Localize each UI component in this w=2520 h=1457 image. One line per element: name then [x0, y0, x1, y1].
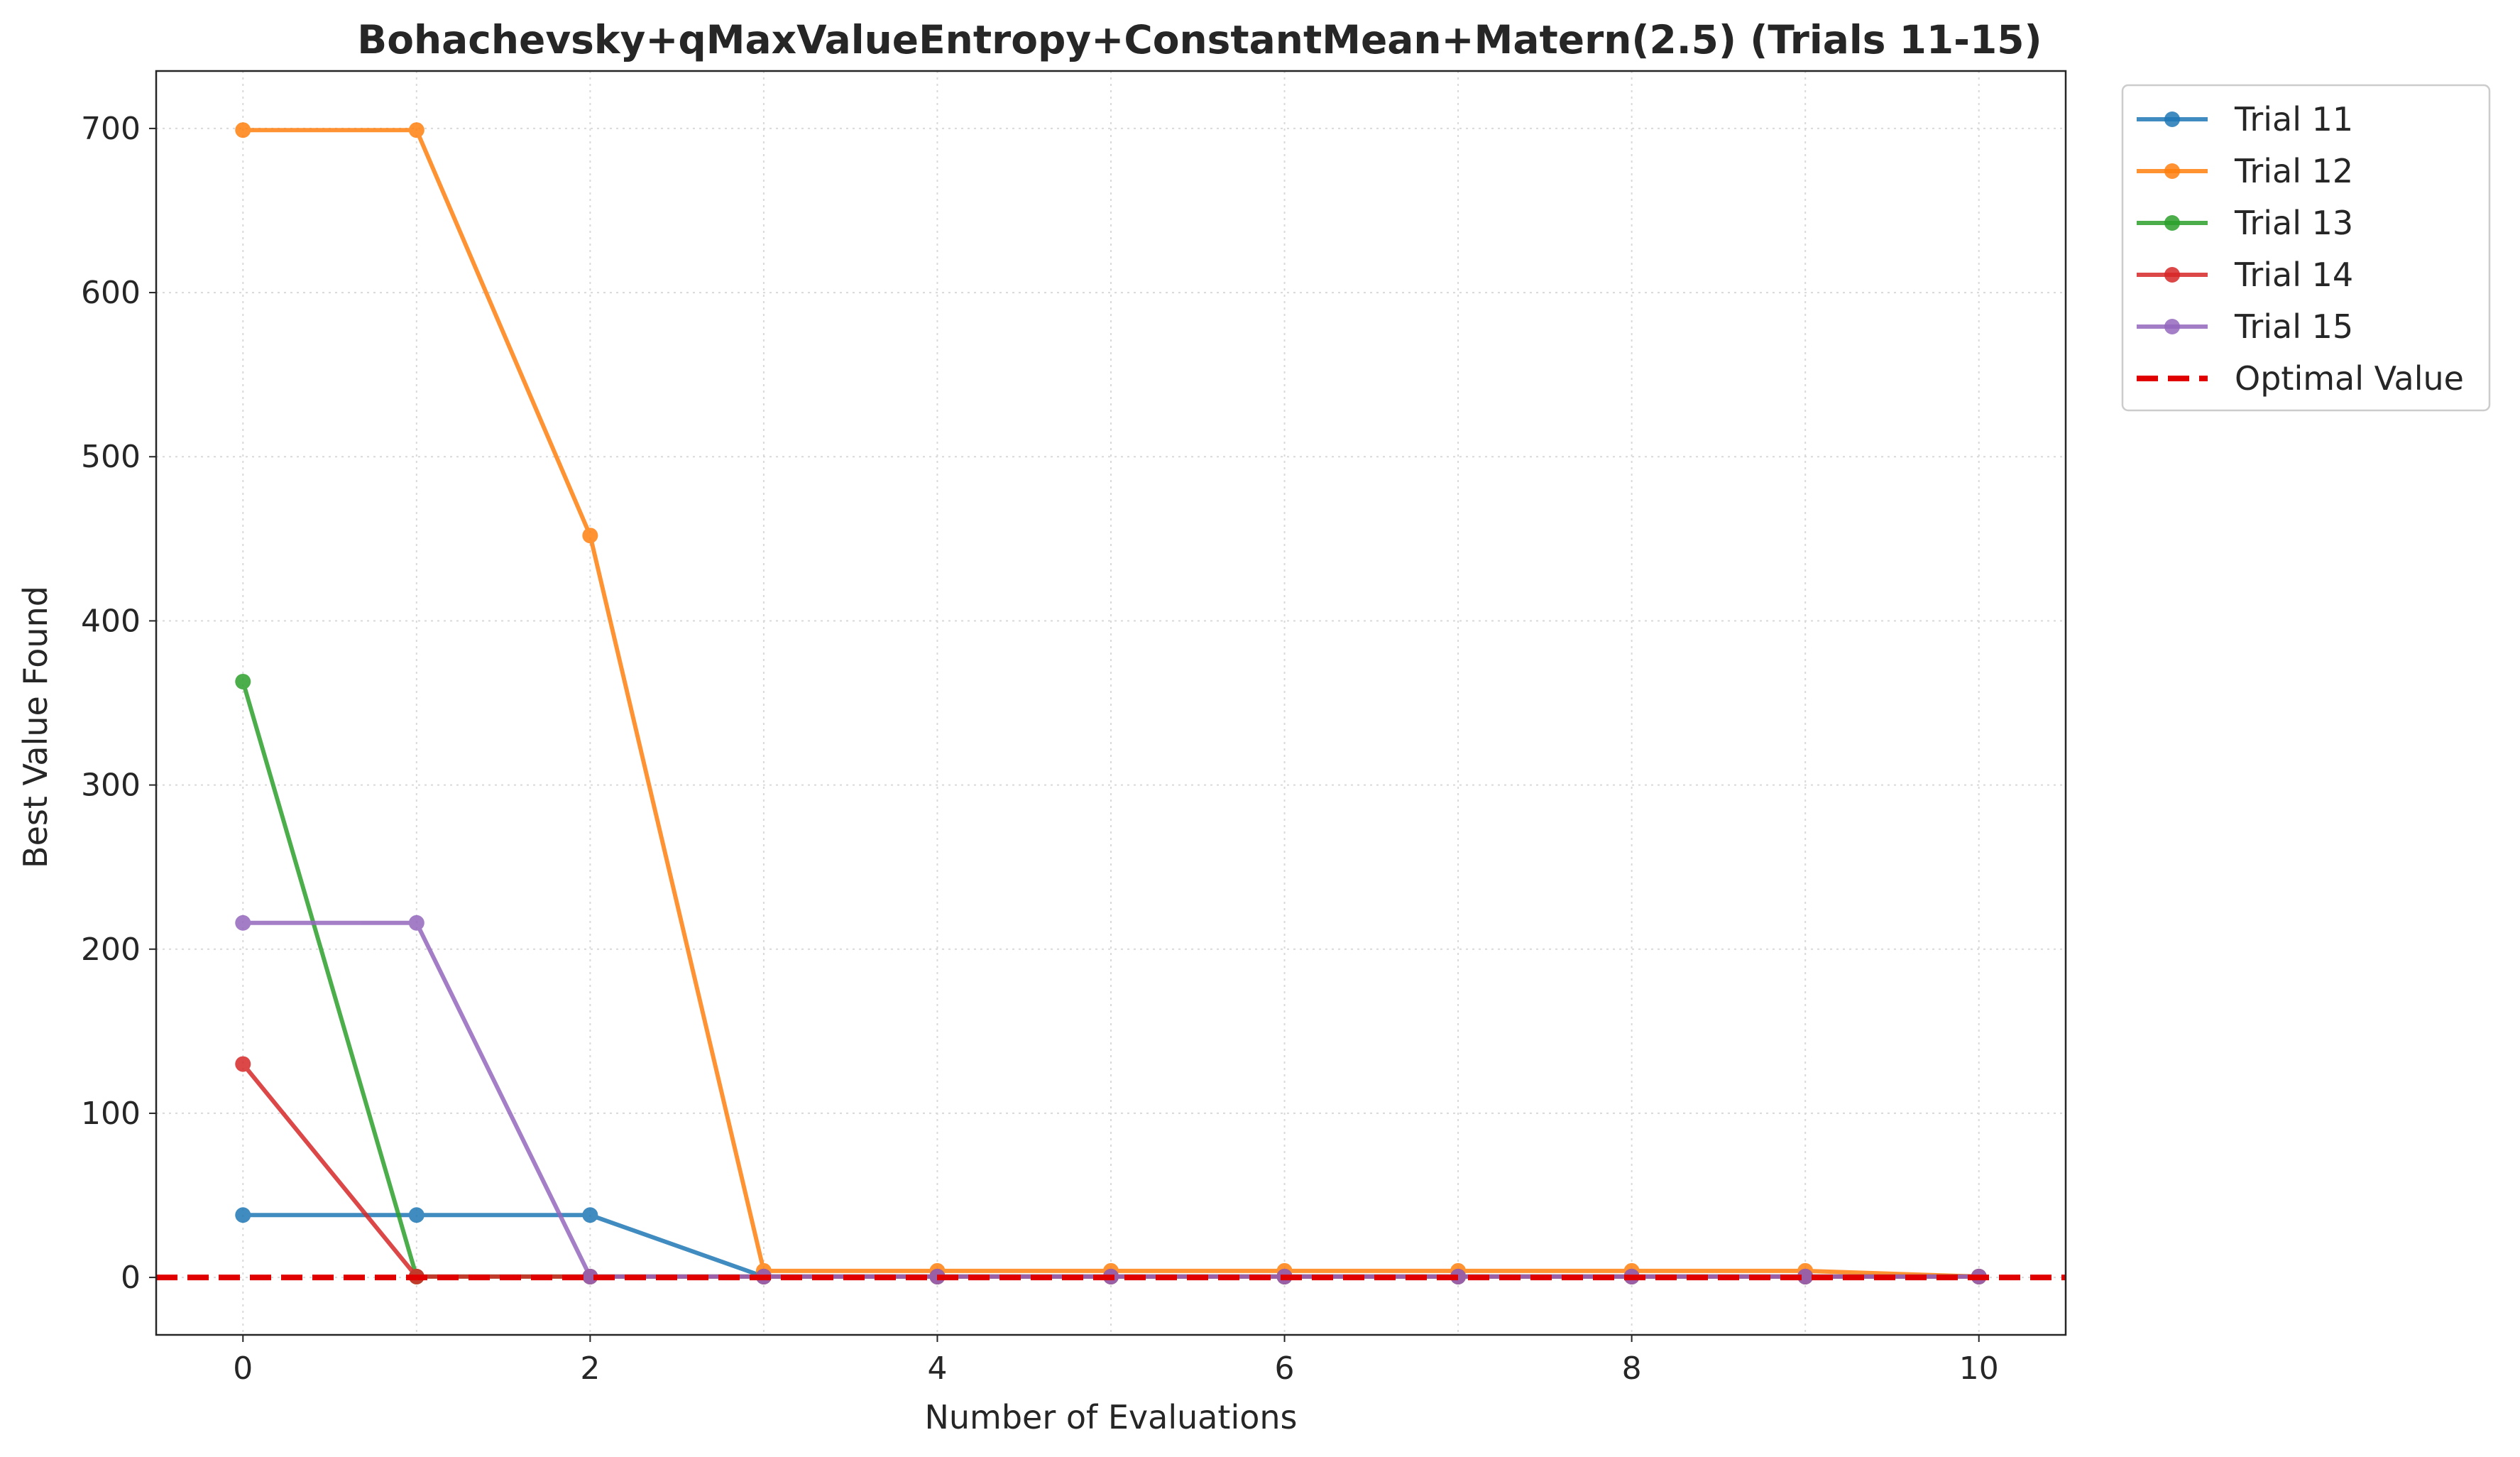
- data-point: [235, 122, 251, 138]
- data-point: [408, 1207, 424, 1223]
- legend: Trial 11 Trial 12 Trial 13 Trial 14 Trial 15…: [2121, 84, 2491, 412]
- y-tick-label: 300: [81, 768, 141, 804]
- data-point: [582, 1268, 598, 1284]
- y-axis-label: Best Value Found: [16, 586, 55, 868]
- legend-frame: [2121, 84, 2491, 412]
- data-point: [235, 915, 251, 931]
- data-point: [582, 1207, 598, 1223]
- legend-entry: Trial 11: [2137, 100, 2353, 138]
- y-tick-label: 500: [81, 439, 141, 475]
- legend-marker: [2164, 215, 2180, 231]
- data-point: [235, 1207, 251, 1223]
- data-point: [408, 122, 424, 138]
- legend-entry: Trial 12: [2137, 152, 2353, 190]
- legend-marker: [2164, 267, 2180, 283]
- x-axis-label: Number of Evaluations: [924, 1398, 1297, 1436]
- y-tick-label: 200: [81, 932, 141, 968]
- chart-title: Bohachevsky+qMaxValueEntropy+ConstantMea…: [357, 17, 2042, 62]
- legend-marker: [2164, 111, 2180, 127]
- legend-entry: Trial 13: [2137, 204, 2353, 242]
- legend-entry: Trial 14: [2137, 256, 2353, 294]
- y-tick-label: 100: [81, 1096, 141, 1132]
- legend-marker: [2164, 319, 2180, 334]
- y-tick-label: 600: [81, 275, 141, 311]
- legend-label: Trial 12: [2234, 152, 2353, 190]
- legend-entry: Trial 15: [2137, 307, 2353, 346]
- x-tick-label: 4: [927, 1350, 947, 1387]
- x-tick-label: 10: [1959, 1350, 1999, 1387]
- data-point: [235, 673, 251, 689]
- y-tick-label: 0: [121, 1260, 141, 1296]
- y-tick-label: 400: [81, 603, 141, 639]
- data-point: [582, 528, 598, 544]
- legend-label: Optimal Value: [2235, 359, 2464, 398]
- legend-marker: [2164, 163, 2180, 179]
- legend-label: Trial 11: [2234, 100, 2353, 138]
- plot-frame: [155, 70, 2067, 1336]
- legend-label: Trial 15: [2234, 307, 2353, 346]
- x-tick-label: 0: [233, 1350, 253, 1387]
- x-tick-label: 6: [1275, 1350, 1295, 1387]
- legend-label: Trial 13: [2234, 204, 2353, 242]
- x-tick-label: 8: [1622, 1350, 1642, 1387]
- data-point: [1450, 1268, 1467, 1284]
- data-point: [235, 1056, 251, 1072]
- x-tick-label: 2: [580, 1350, 600, 1387]
- data-point: [1797, 1268, 1814, 1284]
- y-tick-label: 700: [81, 111, 141, 147]
- data-point: [408, 915, 424, 931]
- legend-label: Trial 14: [2234, 256, 2353, 294]
- legend-entry: Optimal Value: [2137, 359, 2464, 398]
